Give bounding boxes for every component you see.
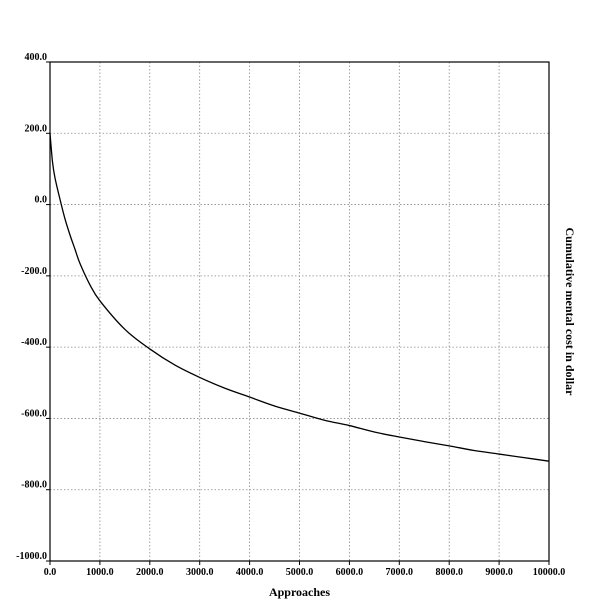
y-axis-title: Cumulative mental cost in dollar <box>563 228 577 397</box>
x-tick-label: 2000.0 <box>136 567 164 578</box>
x-tick-label: 1000.0 <box>86 567 114 578</box>
x-tick-label: 6000.0 <box>336 567 364 578</box>
x-tick-label: 3000.0 <box>186 567 214 578</box>
y-tick-label: 400.0 <box>25 52 48 63</box>
y-tick-label: -1000.0 <box>16 551 47 562</box>
x-tick-label: 0.0 <box>44 567 57 578</box>
x-tick-labels: 0.0 1000.0 2000.0 3000.0 4000.0 5000.0 6000.0 7… <box>44 567 566 578</box>
x-tick-label: 10000.0 <box>533 567 566 578</box>
y-tick-label: 200.0 <box>25 123 48 134</box>
x-tick-label: 9000.0 <box>485 567 513 578</box>
x-tick-label: 7000.0 <box>386 567 414 578</box>
x-axis-title: Approaches <box>269 585 330 599</box>
x-tick-label: 8000.0 <box>435 567 463 578</box>
x-tick-label: 5000.0 <box>286 567 314 578</box>
y-tick-label: -800.0 <box>21 480 47 491</box>
series-line <box>49 133 550 462</box>
x-tick-label: 4000.0 <box>236 567 264 578</box>
y-tick-label: -200.0 <box>21 266 47 277</box>
y-tick-labels: 400.0 200.0 0.0 -200.0 -400.0 -600.0 -800.0 -10… <box>16 52 47 562</box>
ticks <box>46 61 550 565</box>
y-tick-label: -400.0 <box>21 337 47 348</box>
grid <box>50 62 549 561</box>
y-tick-label: -600.0 <box>21 408 47 419</box>
series <box>49 133 550 462</box>
y-tick-label: 0.0 <box>35 195 48 206</box>
